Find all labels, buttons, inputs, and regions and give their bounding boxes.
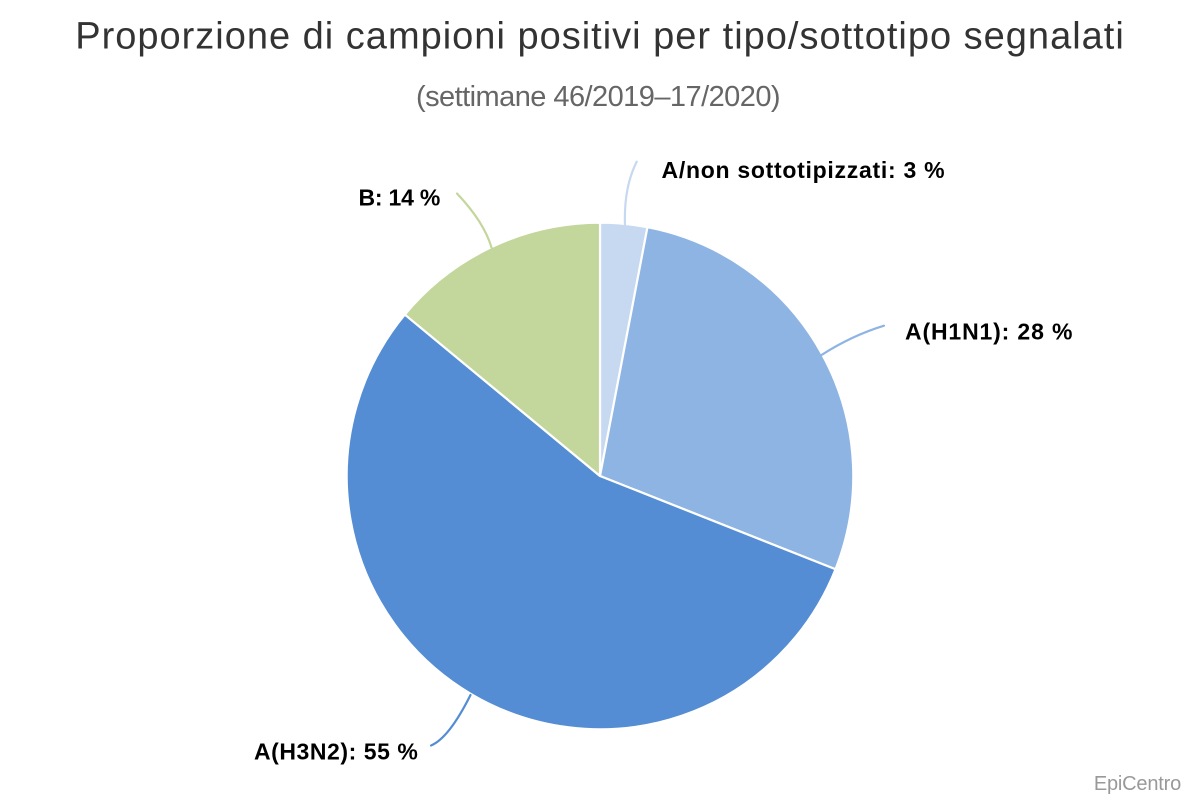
svg-text:EpiCentro: EpiCentro	[1094, 773, 1181, 795]
svg-text:B: 14 %: B: 14 %	[359, 185, 441, 211]
svg-text:A(H3N2): 55 %: A(H3N2): 55 %	[254, 739, 418, 765]
svg-text:A/non sottotipizzati: 3 %: A/non sottotipizzati: 3 %	[662, 157, 946, 183]
svg-text:Proporzione di campioni positi: Proporzione di campioni positivi per tip…	[75, 16, 1125, 58]
svg-text:(settimane 46/2019–17/2020): (settimane 46/2019–17/2020)	[416, 81, 780, 113]
svg-text:A(H1N1): 28 %: A(H1N1): 28 %	[905, 319, 1073, 345]
